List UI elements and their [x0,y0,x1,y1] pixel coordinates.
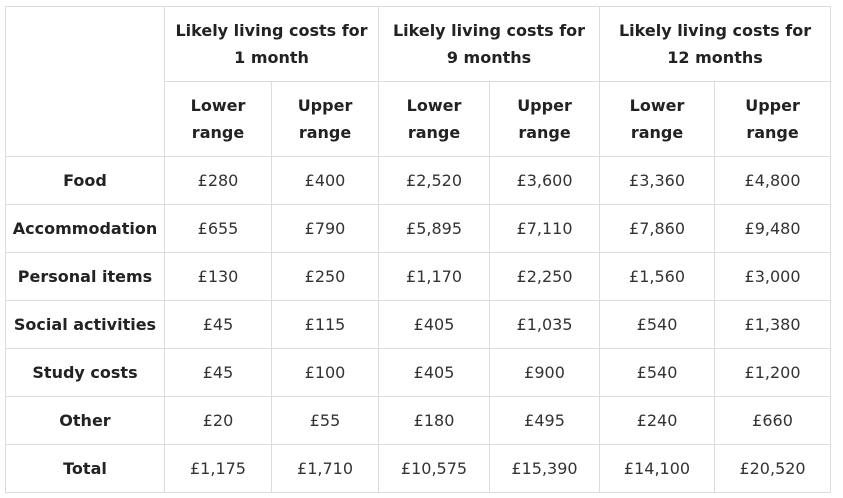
cost-cell: £3,000 [714,252,832,301]
cost-cell: £1,200 [714,348,832,397]
cost-cell: £100 [270,348,380,397]
cost-cell: £540 [599,300,716,349]
subheader: Lower range [599,81,716,157]
cost-cell: £250 [270,252,380,301]
data-row: Study costs £45 £100 £405 £900 £540 £1,200 [5,348,832,397]
cost-cell: £1,170 [378,252,491,301]
data-row: Accommodation £655 £790 £5,895 £7,110 £7,860 £… [5,204,832,253]
subheader-row: Lower range Upper range Lower range Upper r… [6,81,832,157]
group-header: Likely living costs for 12 months [599,6,832,82]
cost-cell: £115 [270,300,380,349]
cost-cell: £20 [164,396,272,445]
cost-cell: £10,575 [378,444,491,493]
row-label: Food [5,156,165,205]
cost-cell: £9,480 [714,204,832,253]
cost-cell: £900 [489,348,601,397]
data-row: Social activities £45 £115 £405 £1,035 £540 £1… [5,300,832,349]
cost-cell: £15,390 [489,444,601,493]
group-header-row: Likely living costs for 1 month Likely li… [5,6,832,157]
cost-cell: £4,800 [714,156,832,205]
cost-cell: £1,710 [270,444,380,493]
row-label: Accommodation [5,204,165,253]
cost-cell: £14,100 [599,444,716,493]
cost-cell: £1,560 [599,252,716,301]
subheader: Upper range [489,81,601,157]
cost-cell: £655 [164,204,272,253]
data-row: Total £1,175 £1,710 £10,575 £15,390 £14,100 £2… [5,444,832,493]
cost-cell: £5,895 [378,204,491,253]
cost-cell: £45 [164,300,272,349]
cost-cell: £405 [378,300,491,349]
subheader: Upper range [270,81,380,157]
row-label: Total [5,444,165,493]
cost-cell: £1,175 [164,444,272,493]
cost-cell: £45 [164,348,272,397]
group-header: Likely living costs for 9 months [378,6,601,82]
cost-cell: £55 [270,396,380,445]
cost-cell: £7,860 [599,204,716,253]
cost-cell: £280 [164,156,272,205]
cost-cell: £1,035 [489,300,601,349]
data-row: Other £20 £55 £180 £495 £240 £660 [5,396,832,445]
group-header: Likely living costs for 1 month [163,6,380,82]
cost-cell: £540 [599,348,716,397]
cost-cell: £790 [270,204,380,253]
row-label: Social activities [5,300,165,349]
subheader: Lower range [378,81,491,157]
data-row: Food £280 £400 £2,520 £3,600 £3,360 £4,800 [5,156,832,205]
cost-cell: £2,250 [489,252,601,301]
cost-cell: £130 [164,252,272,301]
corner-cell [5,6,165,157]
cost-cell: £2,520 [378,156,491,205]
cost-cell: £660 [714,396,832,445]
cost-cell: £3,360 [599,156,716,205]
cost-cell: £1,380 [714,300,832,349]
subheader: Lower range [164,81,272,157]
cost-cell: £405 [378,348,491,397]
cost-cell: £495 [489,396,601,445]
row-label: Personal items [5,252,165,301]
row-label: Other [5,396,165,445]
data-row: Personal items £130 £250 £1,170 £2,250 £1,560… [5,252,832,301]
cost-cell: £7,110 [489,204,601,253]
cost-cell: £240 [599,396,716,445]
row-label: Study costs [5,348,165,397]
cost-cell: £400 [270,156,380,205]
subheader: Upper range [714,81,832,157]
cost-cell: £180 [378,396,491,445]
cost-cell: £3,600 [489,156,601,205]
cost-cell: £20,520 [714,444,832,493]
cost-table: Likely living costs for 1 month Likely li… [5,6,832,493]
